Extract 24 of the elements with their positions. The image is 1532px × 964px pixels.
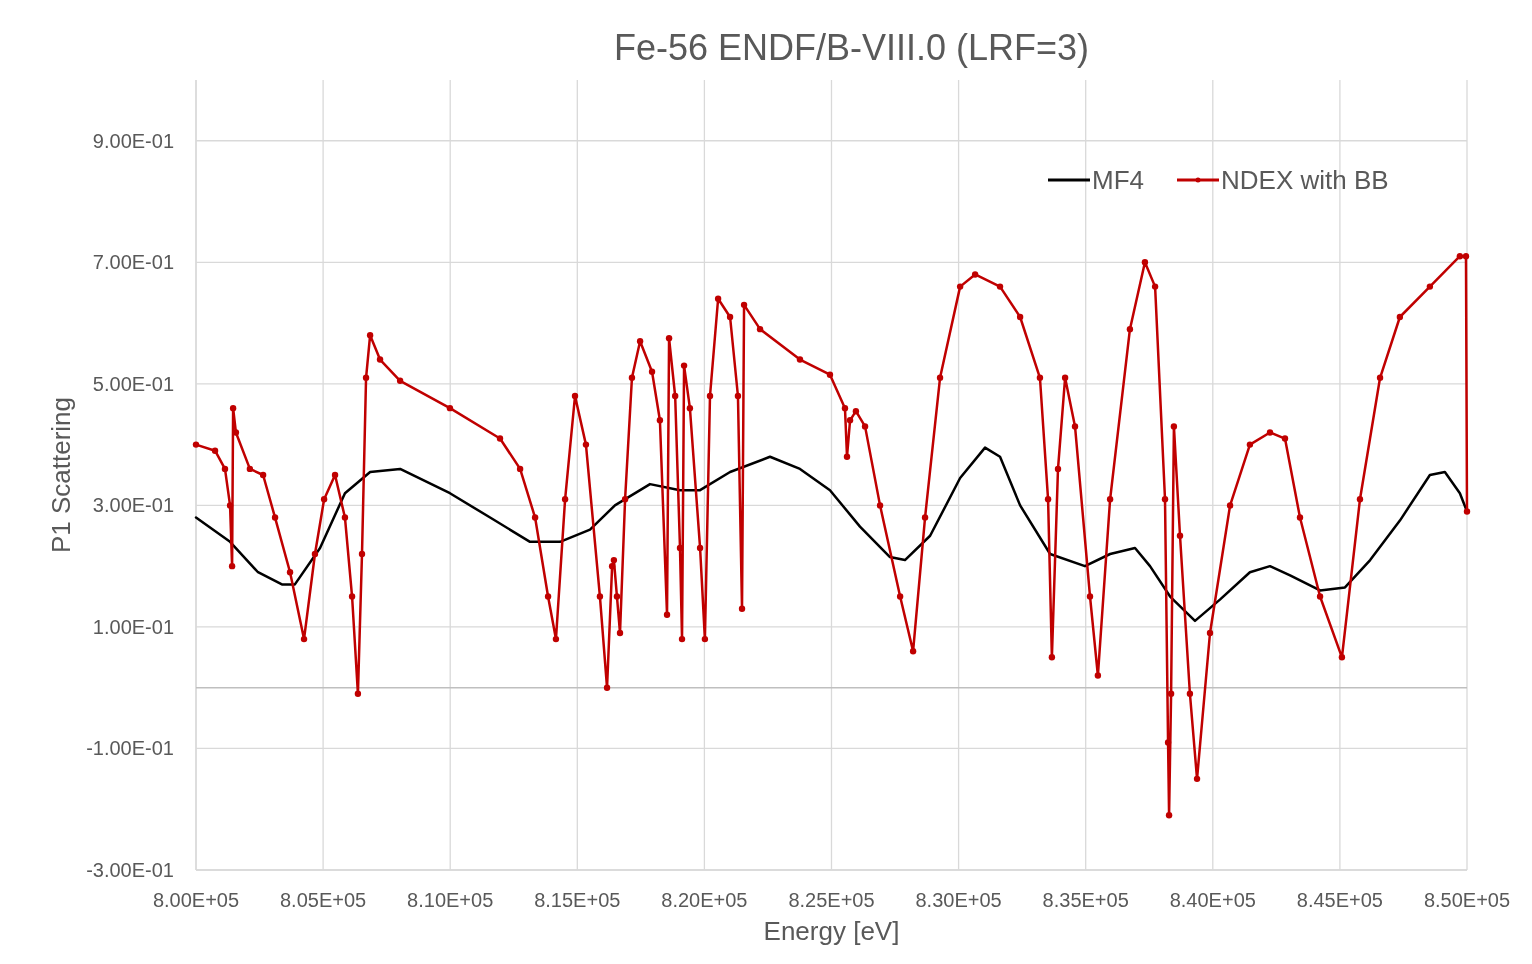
x-tick-label: 8.15E+05: [534, 889, 621, 911]
x-tick-label: 8.05E+05: [280, 889, 367, 911]
x-tick-label: 8.40E+05: [1169, 889, 1256, 911]
y-tick-label: -1.00E-01: [86, 737, 174, 760]
x-tick-label: 8.25E+05: [788, 889, 875, 911]
y-tick-label: 7.00E-01: [92, 251, 174, 274]
x-tick-label: 8.20E+05: [661, 889, 748, 911]
x-tick-label: 8.00E+05: [152, 889, 240, 911]
x-axis-title: Energy [eV]: [763, 916, 900, 946]
y-tick-label: 3.00E-01: [92, 494, 174, 517]
y-tick-label: 9.00E-01: [92, 129, 174, 152]
chart-title: Fe-56 ENDF/B-VIII.0 (LRF=3): [613, 27, 1090, 68]
x-tick-label: 8.10E+05: [407, 889, 494, 911]
y-tick-label: 1.00E-01: [92, 615, 174, 638]
y-tick-label: 5.00E-01: [92, 372, 174, 395]
y-tick-label: -3.00E-01: [86, 859, 174, 881]
x-tick-label: 8.50E+05: [1423, 889, 1511, 911]
y-axis-title: P1 Scattering: [46, 396, 76, 554]
x-tick-label: 8.30E+05: [915, 889, 1002, 911]
line-series: [194, 446, 1469, 623]
x-tick-label: 8.45E+05: [1296, 889, 1383, 911]
legend-label: NDEX with BB: [1221, 165, 1389, 196]
x-tick-label: 8.35E+05: [1042, 889, 1129, 911]
legend-label: MF4: [1092, 165, 1144, 196]
